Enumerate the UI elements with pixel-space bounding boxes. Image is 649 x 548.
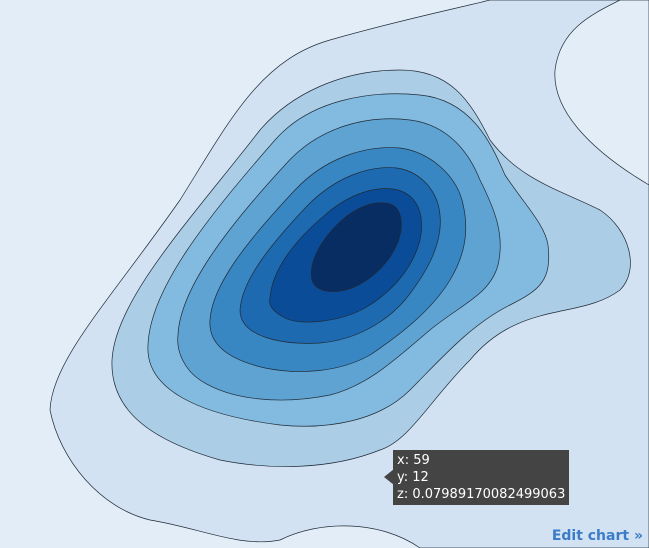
contour-level-8[interactable]: [310, 202, 402, 292]
tooltip-arrow: [384, 469, 394, 485]
tooltip-y: y: 12: [397, 470, 429, 485]
hover-tooltip: x: 59 y: 12 z: 0.07989170082499063: [393, 450, 570, 505]
edit-chart-link[interactable]: Edit chart »: [551, 528, 643, 544]
contour-top-right-cutout: [554, 0, 649, 186]
tooltip-x: x: 59: [397, 453, 430, 468]
tooltip-z: z: 0.07989170082499063: [397, 487, 566, 502]
